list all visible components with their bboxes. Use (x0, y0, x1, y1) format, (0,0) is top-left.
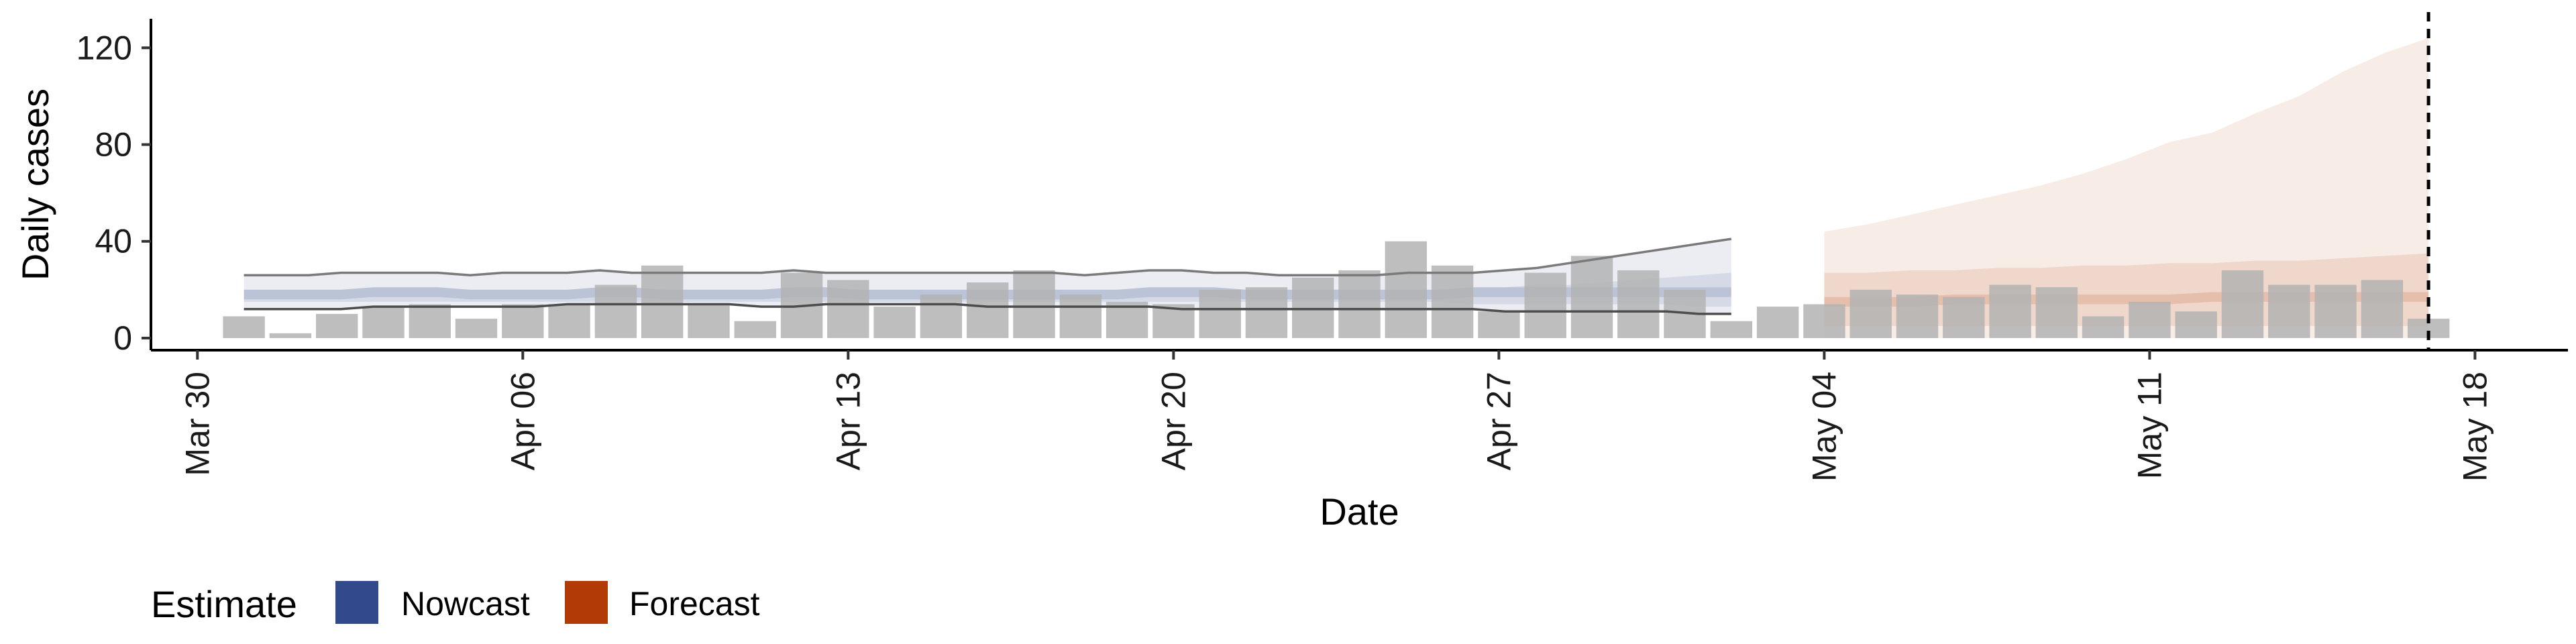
bar (967, 282, 1009, 338)
uncertainty-bands (244, 38, 2429, 339)
bar (1431, 265, 1474, 338)
bar (1570, 256, 1613, 338)
bar (1524, 272, 1566, 338)
bar (2129, 301, 2171, 338)
y-axis-title: Daily cases (14, 89, 56, 280)
bar (688, 304, 730, 338)
y-tick-label: 80 (95, 126, 132, 164)
bar (1245, 287, 1288, 338)
bar (316, 313, 358, 338)
bar (1338, 270, 1381, 338)
bar (409, 304, 451, 338)
x-axis-ticks: Mar 30 Apr 06 Apr 13 Apr 20 Apr 27 May 04 May … (178, 350, 2493, 482)
bar (548, 304, 590, 338)
bar (1989, 284, 2031, 338)
bar (1059, 294, 1102, 338)
x-tick-label: Apr 13 (829, 372, 867, 470)
bar (1013, 270, 1055, 338)
bar (1106, 301, 1148, 338)
forecast-outer-band (1824, 38, 2429, 339)
bar (2175, 311, 2217, 338)
bar (734, 321, 776, 338)
x-axis-title: Date (1320, 490, 1399, 533)
bar (827, 280, 869, 338)
bar (502, 304, 544, 338)
bar (1617, 270, 1660, 338)
bar (2268, 284, 2310, 338)
bar (873, 307, 916, 338)
bar (1943, 297, 1985, 338)
bar (223, 316, 265, 338)
bar (1896, 294, 1939, 338)
legend: Estimate Nowcast Forecast (151, 581, 760, 625)
y-tick-label: 40 (95, 223, 132, 260)
nowcast-lower-line (244, 303, 1731, 315)
band-outlines (244, 237, 1732, 315)
x-tick-label: May 18 (2456, 372, 2493, 482)
x-tick-label: Apr 27 (1480, 372, 1517, 470)
y-tick-label: 120 (76, 29, 132, 66)
x-tick-label: May 04 (1805, 372, 1843, 482)
bar (641, 265, 684, 338)
legend-key-forecast (565, 581, 608, 624)
y-tick-label: 0 (113, 319, 132, 357)
bar (1803, 304, 1845, 338)
legend-key-nowcast (335, 581, 378, 624)
bar (1710, 321, 1752, 338)
bar (2082, 316, 2125, 338)
legend-label-forecast: Forecast (629, 585, 760, 623)
daily-case-bars (223, 241, 2450, 338)
bar (1849, 289, 1892, 338)
bar (1756, 307, 1799, 338)
bar (1292, 277, 1334, 338)
bar (362, 307, 405, 338)
y-axis-ticks: 0 40 80 120 (76, 29, 151, 357)
bar (269, 333, 312, 338)
x-tick-label: Apr 06 (504, 372, 541, 470)
bar (2035, 287, 2078, 338)
bar (455, 319, 498, 338)
x-tick-label: May 11 (2131, 372, 2168, 479)
x-tick-label: Apr 20 (1155, 372, 1192, 470)
bar (2314, 284, 2357, 338)
legend-label-nowcast: Nowcast (401, 585, 530, 623)
x-tick-label: Mar 30 (178, 372, 216, 476)
legend-title: Estimate (151, 583, 297, 625)
bar (2361, 280, 2404, 338)
bar (2221, 270, 2264, 338)
nowcast-upper-line (244, 237, 1732, 276)
bar (1478, 311, 1520, 338)
bar (594, 284, 637, 338)
bar (1385, 241, 1427, 338)
bar (1199, 289, 1241, 338)
bar (920, 294, 963, 338)
